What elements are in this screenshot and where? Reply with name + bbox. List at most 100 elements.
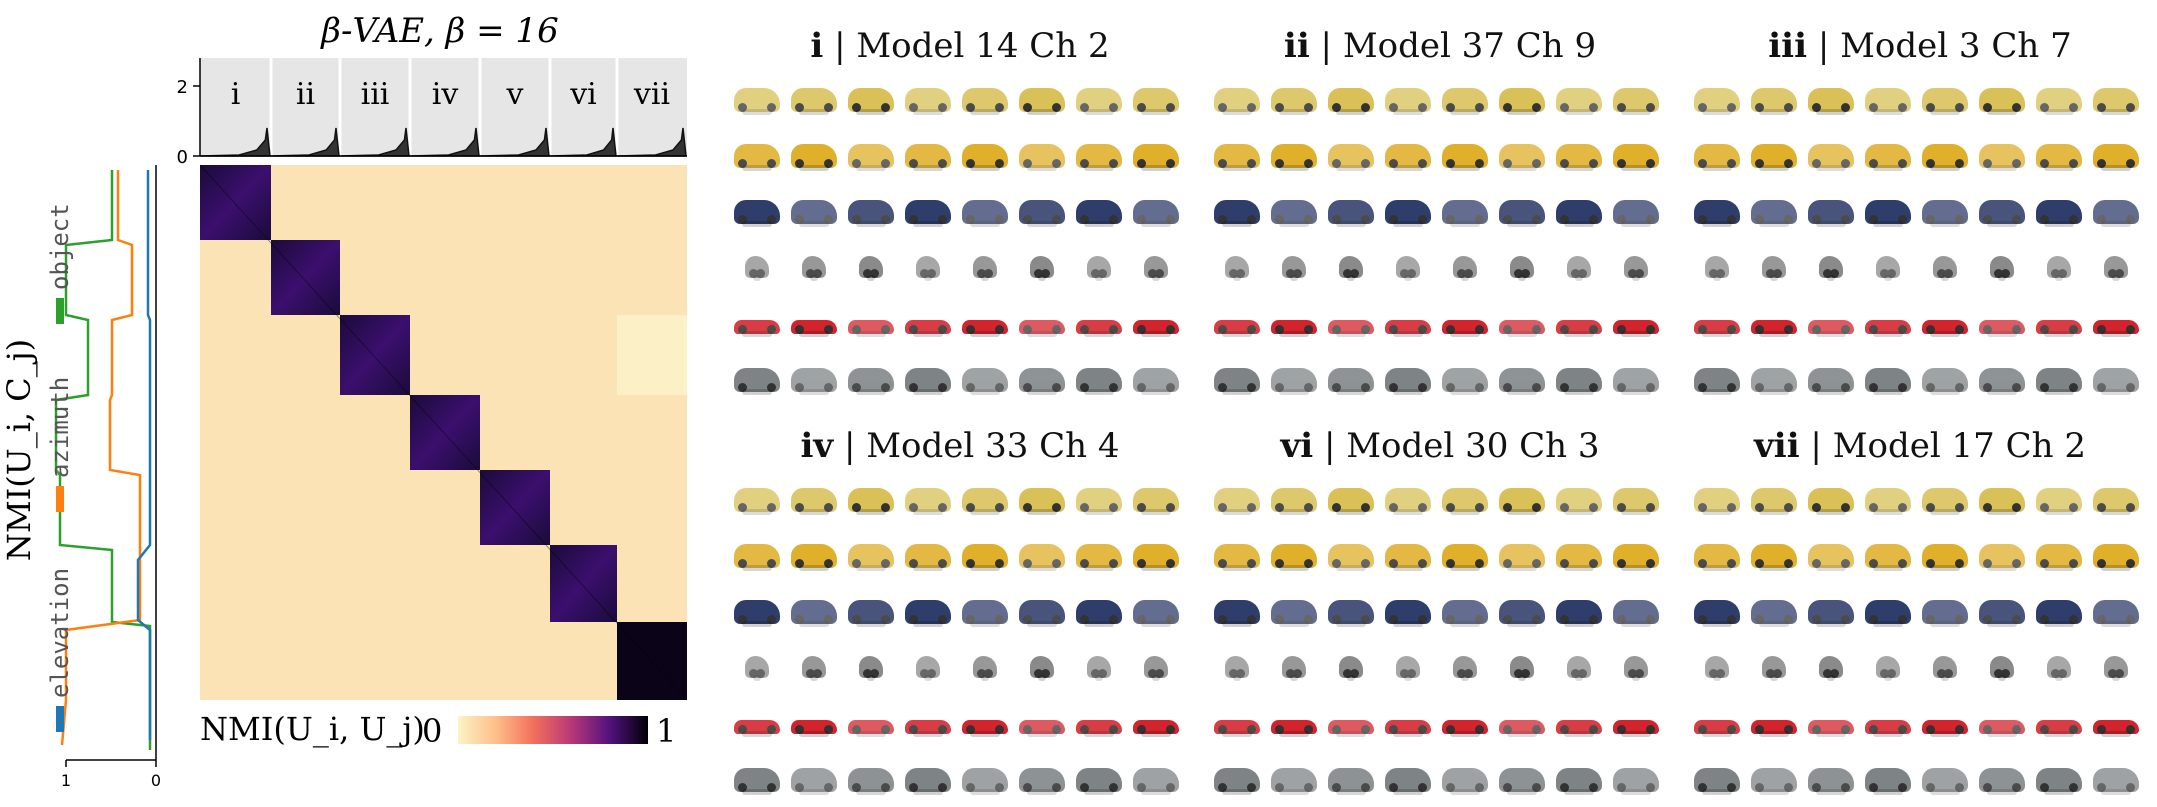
car-thumbnail (1922, 368, 1968, 395)
car-thumbnail (1819, 256, 1843, 281)
car-thumbnail (1019, 544, 1065, 571)
car-thumbnail (791, 144, 837, 171)
car-thumbnail (1442, 320, 1488, 337)
panel-title-number: i (810, 26, 824, 66)
car-thumbnail (1751, 200, 1797, 227)
car-thumbnail (1933, 256, 1957, 281)
car-thumbnail (1271, 768, 1317, 795)
car-thumbnail (1556, 488, 1602, 515)
car-thumbnail (1979, 720, 2025, 737)
car-thumbnail (1144, 256, 1168, 281)
car-thumbnail (962, 88, 1008, 115)
car-thumbnail (1385, 368, 1431, 395)
car-thumbnail (1613, 368, 1659, 395)
car-thumbnail (1694, 488, 1740, 515)
left-axis-label: NMI(U_i, C_j) (0, 339, 38, 561)
cluster-label-iv: iv (432, 77, 459, 112)
car-thumbnail (1808, 600, 1854, 627)
car-thumbnail (2104, 256, 2128, 281)
car-thumbnail (1694, 600, 1740, 627)
car-thumbnail (1442, 200, 1488, 227)
panel-title-vii: vii | Model 17 Ch 2 (1690, 426, 2150, 466)
car-thumbnail (1225, 256, 1249, 281)
car-thumbnail (1933, 656, 1957, 681)
nmi-figure: β-VAE, β = 16 i ii iii iv v vi vii 2 0 1 (0, 0, 700, 803)
car-thumbnail (1808, 720, 1854, 737)
car-thumbnail (791, 544, 837, 571)
car-thumbnail (1499, 144, 1545, 171)
car-thumbnail (905, 320, 951, 337)
car-thumbnail (1133, 88, 1179, 115)
car-thumbnail (1076, 488, 1122, 515)
car-thumbnail (1271, 320, 1317, 337)
car-thumbnail (962, 200, 1008, 227)
left-tick-0: 0 (151, 771, 161, 790)
car-thumbnail (848, 600, 894, 627)
car-thumbnail (1556, 768, 1602, 795)
car-thumbnail (1865, 544, 1911, 571)
panel-title-text: | Model 3 Ch 7 (1807, 26, 2072, 66)
car-thumbnail (1019, 600, 1065, 627)
panel-title-text: | Model 33 Ch 4 (833, 426, 1120, 466)
car-thumbnail (1510, 256, 1534, 281)
car-thumbnail (1613, 544, 1659, 571)
car-thumbnail (848, 368, 894, 395)
legend-object: object (46, 203, 74, 290)
car-thumbnail (1385, 768, 1431, 795)
car-thumbnail (1567, 656, 1591, 681)
car-thumbnail (1694, 544, 1740, 571)
car-thumbnail (848, 88, 894, 115)
car-thumbnail (1499, 88, 1545, 115)
car-thumbnail (962, 768, 1008, 795)
car-thumbnail (791, 488, 837, 515)
colorbar-min: 0 (422, 712, 442, 750)
car-thumbnail (1865, 144, 1911, 171)
cluster-label-vii: vii (633, 77, 670, 112)
car-thumbnail (905, 88, 951, 115)
panel-title-number: ii (1283, 26, 1310, 66)
car-thumbnail (1019, 768, 1065, 795)
car-thumbnail (905, 544, 951, 571)
car-thumbnail (848, 768, 894, 795)
car-thumbnail (1922, 200, 1968, 227)
car-thumbnail (1990, 656, 2014, 681)
panel-title-vi: vi | Model 30 Ch 3 (1210, 426, 1670, 466)
car-thumbnail (2047, 256, 2071, 281)
car-thumbnail (791, 768, 837, 795)
car-thumbnail (1979, 368, 2025, 395)
car-thumbnail (1694, 144, 1740, 171)
car-thumbnail (734, 200, 780, 227)
car-thumbnail (1808, 144, 1854, 171)
panel-title-text: | Model 17 Ch 2 (1799, 426, 2086, 466)
car-thumbnail (2036, 200, 2082, 227)
car-thumbnail (1019, 720, 1065, 737)
car-thumbnail (1922, 600, 1968, 627)
car-thumbnail (734, 488, 780, 515)
car-thumbnail (1990, 256, 2014, 281)
car-thumbnail (1624, 656, 1648, 681)
car-thumbnail (1271, 600, 1317, 627)
car-thumbnail (1214, 320, 1260, 337)
car-thumbnail (1339, 656, 1363, 681)
car-thumbnail (1133, 320, 1179, 337)
car-thumbnail (1694, 368, 1740, 395)
car-thumbnail (1751, 144, 1797, 171)
car-thumbnail (1751, 720, 1797, 737)
panel-title-iv: iv | Model 33 Ch 4 (730, 426, 1190, 466)
car-thumbnail (1624, 256, 1648, 281)
car-thumbnail (1019, 144, 1065, 171)
car-thumbnail (1442, 488, 1488, 515)
car-thumbnail (848, 488, 894, 515)
car-thumbnail (2093, 88, 2139, 115)
car-thumbnail (1808, 320, 1854, 337)
panel-title-text: | Model 30 Ch 3 (1313, 426, 1600, 466)
car-thumbnail (1019, 320, 1065, 337)
car-thumbnail (1751, 320, 1797, 337)
car-thumbnail (905, 720, 951, 737)
car-thumbnail (1613, 144, 1659, 171)
traversal-panel-ii: ii | Model 37 Ch 9 (1210, 18, 1670, 398)
heatmap-block-v (480, 470, 550, 545)
heatmap-block-ii (271, 240, 340, 315)
car-thumbnail (1751, 600, 1797, 627)
car-thumbnail (1453, 656, 1477, 681)
